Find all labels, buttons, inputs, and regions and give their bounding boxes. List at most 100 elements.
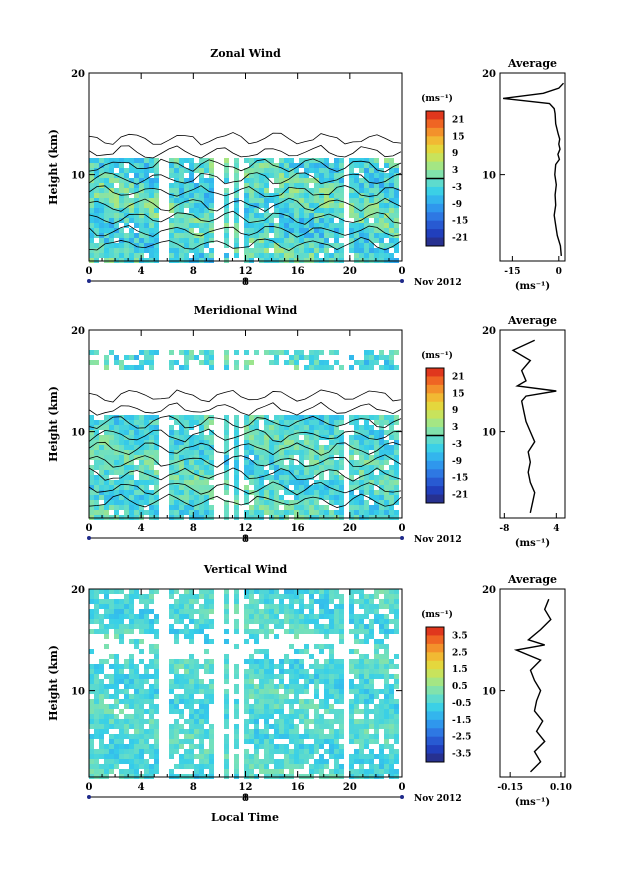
heatmap-cell [299,669,304,674]
heatmap-cell [109,709,114,714]
heatmap-cell [149,480,154,485]
heatmap-cell [269,213,274,218]
heatmap-cell [94,455,99,460]
heatmap-cell [199,714,204,719]
profile-y-tick-label: 10 [482,687,496,698]
heatmap-cell [254,659,259,664]
heatmap-cell [359,769,364,774]
heatmap-cell [289,465,294,470]
heatmap-cell [144,178,149,183]
heatmap-cell [304,604,309,609]
heatmap-cell [334,669,339,674]
heatmap-cell [299,178,304,183]
heatmap-cell [309,178,314,183]
heatmap-cell [189,248,194,253]
heatmap-cell [329,729,334,734]
heatmap-cell [99,744,104,749]
heatmap-cell [294,445,299,450]
colorbar-swatch [426,127,444,137]
heatmap-cell [154,659,159,664]
heatmap-cell [394,769,399,774]
heatmap-cell [149,455,154,460]
heatmap-cell [184,253,189,258]
heatmap-cell [349,659,354,664]
heatmap-cell [249,415,254,420]
heatmap-cell [354,360,359,365]
heatmap-cell [109,420,114,425]
heatmap-cell [314,505,319,510]
heatmap-cell [204,689,209,694]
heatmap-cell [184,604,189,609]
heatmap-cell [279,213,284,218]
heatmap-cell [304,243,309,248]
heatmap-cell [374,769,379,774]
heatmap-cell [379,689,384,694]
heatmap-cell [354,460,359,465]
heatmap-cell [379,455,384,460]
heatmap-cell [354,639,359,644]
heatmap-cell [99,460,104,465]
heatmap-cell [199,749,204,754]
heatmap-cell [289,183,294,188]
heatmap-cell [389,694,394,699]
heatmap-cell [244,253,249,258]
heatmap-cell [134,218,139,223]
heatmap-cell [144,490,149,495]
heatmap-cell [359,719,364,724]
heatmap-cell [354,470,359,475]
heatmap-cell [224,465,229,470]
heatmap-cell [309,425,314,430]
heatmap-cell [194,440,199,445]
heatmap-cell [254,709,259,714]
heatmap-cell [299,455,304,460]
colorbar-swatch [426,203,444,213]
heatmap-cell [124,158,129,163]
heatmap-cell [319,739,324,744]
heatmap-cell [119,505,124,510]
heatmap-cell [254,223,259,228]
heatmap-cell [364,465,369,470]
heatmap-cell [309,764,314,769]
colorbar-swatch [426,393,444,403]
heatmap-cell [169,589,174,594]
heatmap-cell [179,495,184,500]
heatmap-cell [224,480,229,485]
heatmap-cell [149,465,154,470]
heatmap-cell [299,460,304,465]
heatmap-cell [124,679,129,684]
heatmap-cell [234,759,239,764]
heatmap-cell [244,614,249,619]
heatmap-cell [199,350,204,355]
profile-y-tick-label: 20 [482,326,496,337]
heatmap-cell [104,355,109,360]
heatmap-cell [234,420,239,425]
heatmap-cell [359,188,364,193]
heatmap-cell [324,709,329,714]
heatmap-cell [144,228,149,233]
heatmap-cell [184,694,189,699]
heatmap-cell [279,470,284,475]
heatmap-cell [144,173,149,178]
heatmap-cell [244,460,249,465]
heatmap-cell [284,425,289,430]
heatmap-cell [154,734,159,739]
heatmap-cell [264,674,269,679]
heatmap-cell [369,739,374,744]
heatmap-cell [244,639,249,644]
heatmap-cell [299,223,304,228]
heatmap-cell [224,168,229,173]
heatmap-cell [119,198,124,203]
heatmap-cell [124,208,129,213]
y-tick-label: 20 [71,69,85,80]
heatmap-cell [244,709,249,714]
heatmap-cell [279,495,284,500]
heatmap-cell [224,233,229,238]
heatmap-cell [134,704,139,709]
heatmap-cell [169,689,174,694]
heatmap-cell [249,734,254,739]
heatmap-cell [314,243,319,248]
heatmap-cell [259,168,264,173]
heatmap-cell [249,475,254,480]
heatmap-cell [129,619,134,624]
heatmap-cell [309,435,314,440]
